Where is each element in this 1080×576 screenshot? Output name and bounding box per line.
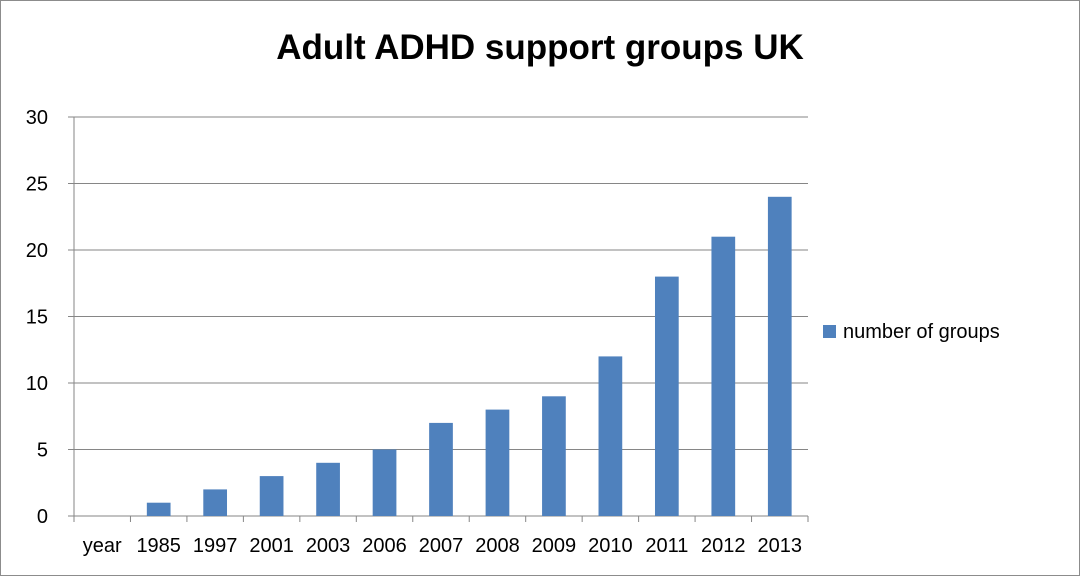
x-tick-label: year — [83, 535, 122, 557]
x-tick-label: 2009 — [532, 535, 577, 557]
bar-2006 — [372, 449, 397, 516]
x-tick-label: 2006 — [362, 535, 407, 557]
x-tick-label: 2003 — [306, 535, 351, 557]
bar-2011 — [654, 276, 679, 516]
axis-labels: 0 5 10 15 20 25 30 year 1985 1997 2001 2003 2006 2007… — [26, 107, 802, 557]
x-tick-label: 2013 — [758, 535, 803, 557]
bar-2010 — [598, 356, 623, 516]
bar-2008 — [485, 409, 510, 516]
bar-2003 — [316, 462, 340, 516]
x-tick-label: 2012 — [701, 535, 746, 557]
bar-2001 — [259, 476, 284, 516]
y-tick-label: 15 — [26, 307, 48, 329]
bars — [146, 196, 792, 517]
legend: number of groups — [823, 321, 1000, 343]
x-tick-label: 1997 — [193, 535, 238, 557]
bar-1985 — [146, 502, 171, 516]
x-tick-label: 2008 — [475, 535, 520, 557]
bar-2009 — [542, 396, 566, 516]
y-tick-label: 0 — [37, 506, 48, 528]
y-tick-label: 30 — [26, 107, 48, 129]
chart-title: Adult ADHD support groups UK — [276, 28, 804, 67]
x-tick-label: 2001 — [249, 535, 294, 557]
legend-label: number of groups — [843, 321, 1000, 343]
gridlines — [74, 116, 808, 450]
x-tick-label: 2007 — [419, 535, 464, 557]
bar-2012 — [711, 236, 736, 516]
legend-swatch — [823, 325, 836, 338]
y-tick-label: 25 — [26, 174, 48, 196]
bar-2007 — [429, 422, 453, 516]
y-tick-label: 5 — [37, 440, 48, 462]
y-tick-label: 20 — [26, 240, 48, 262]
x-tick-label: 1985 — [136, 535, 181, 557]
x-tick-label: 2011 — [645, 535, 688, 557]
x-tick-label: 2010 — [588, 535, 633, 557]
y-tick-label: 10 — [26, 373, 48, 395]
bar-1997 — [203, 489, 228, 516]
bar-2013 — [767, 196, 792, 517]
